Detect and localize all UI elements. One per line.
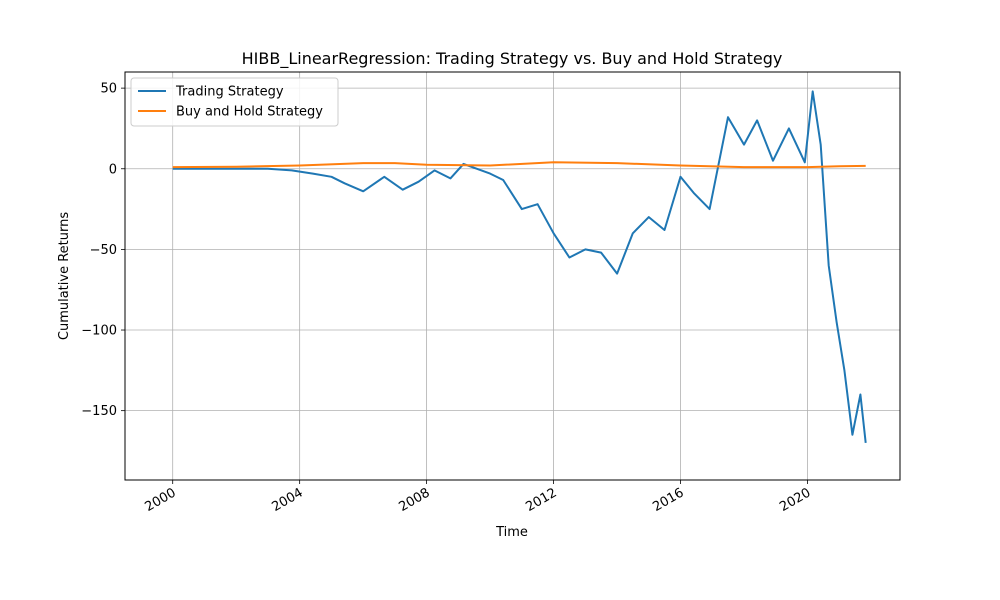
legend-box <box>130 77 339 127</box>
y-tick-label: 0 <box>109 162 117 177</box>
y-tick-label: 50 <box>100 82 117 97</box>
buy-and-hold-strategy-line <box>172 161 866 169</box>
plot-frame <box>124 71 901 481</box>
y-tick-label: −150 <box>81 404 117 419</box>
x-axis-label: Time <box>495 525 528 540</box>
y-axis-label: Cumulative Returns <box>57 212 72 340</box>
legend: Trading Strategy Buy and Hold Strategy <box>130 77 339 127</box>
trading-strategy-line <box>172 90 867 444</box>
y-tick-label: −50 <box>90 243 117 258</box>
series-lines <box>172 90 867 444</box>
chart-title: HIBB_LinearRegression: Trading Strategy … <box>242 49 783 69</box>
y-ticks: 50 0 −50 −100 −150 <box>81 82 125 419</box>
legend-label-trading-strategy: Trading Strategy <box>175 85 284 100</box>
legend-label-buy-and-hold: Buy and Hold Strategy <box>176 105 323 120</box>
y-tick-label: −100 <box>81 324 117 339</box>
